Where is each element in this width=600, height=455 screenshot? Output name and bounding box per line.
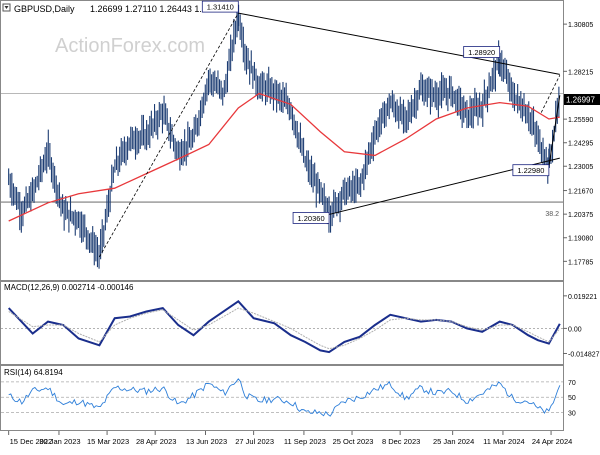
current-price-box: 1.26997 (564, 94, 600, 105)
rsi-tick-label: 50 (568, 395, 576, 402)
swing-label: 1.20360 (298, 214, 325, 223)
price-tick-label: 1.17785 (568, 259, 593, 266)
price-tick-label: 1.23005 (568, 164, 593, 171)
price-tick-label: 1.20375 (568, 212, 593, 219)
rsi-tick-label: 70 (568, 380, 576, 387)
price-axis: 1.30805 1.28215 1.25590 1.24295 1.23005 1.216… (563, 22, 593, 266)
symbol-label: GBPUSD,Daily (14, 4, 75, 14)
rsi-pane-frame (1, 366, 564, 431)
macd-tick-label: -0.014827 (568, 351, 600, 358)
swing-label: 1.28920 (468, 48, 495, 57)
time-tick-label: 30 Jan 2023 (39, 437, 80, 446)
price-tick-label: 1.25590 (568, 117, 593, 124)
time-tick-label: 11 Mar 2024 (483, 437, 525, 446)
rsi-tick-label: 30 (568, 411, 576, 418)
watermark: ActionForex.com (55, 35, 205, 57)
time-tick-label: 25 Oct 2023 (333, 437, 374, 446)
price-tick-label: 1.19080 (568, 236, 593, 243)
price-pane: ActionForex.com GBPUSD,Daily 1.26699 1.2… (1, 1, 600, 281)
time-tick-label: 25 Jan 2024 (433, 437, 474, 446)
price-tick-label: 1.21670 (568, 189, 593, 196)
swing-label: 1.31410 (207, 3, 234, 12)
time-tick-label: 13 Jun 2023 (186, 437, 227, 446)
time-tick-label: 8 Dec 2023 (382, 437, 420, 446)
current-price-label: 1.26997 (566, 96, 595, 105)
macd-pane-frame (1, 282, 564, 365)
fib-label: 38.2 (545, 211, 559, 218)
price-tick-label: 1.24295 (568, 141, 593, 148)
swing-label: 1.22980 (517, 166, 544, 175)
time-tick-label: 27 Jul 2023 (235, 437, 274, 446)
macd-title: MACD(12,26,9) 0.002714 -0.000146 (4, 283, 134, 292)
macd-tick-label: 0.019221 (568, 294, 597, 301)
rsi-title: RSI(14) 64.8194 (4, 368, 63, 377)
macd-pane: MACD(12,26,9) 0.002714 -0.000146 0.01922… (1, 282, 600, 365)
rsi-pane: RSI(14) 64.8194 70 50 30 (1, 366, 576, 431)
time-tick-label: 15 Mar 2023 (87, 437, 129, 446)
time-tick-label: 11 Sep 2023 (284, 437, 326, 446)
price-tick-label: 1.28215 (568, 69, 593, 76)
price-tick-label: 1.30805 (568, 22, 593, 29)
time-tick-label: 24 Apr 2024 (532, 437, 572, 446)
time-tick-label: 28 Apr 2023 (136, 437, 176, 446)
macd-tick-label: 0.00 (568, 326, 582, 333)
